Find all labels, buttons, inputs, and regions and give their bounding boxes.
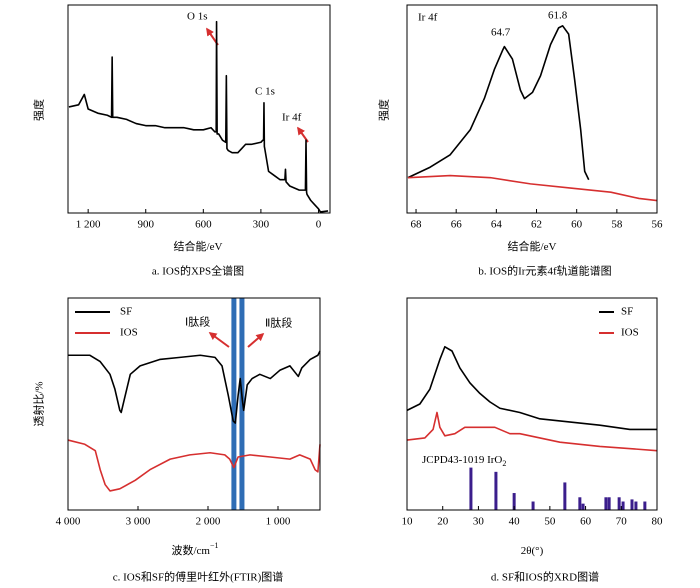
reference-bar: [494, 471, 498, 510]
caption: c. IOS和SF的傅里叶红外(FTIR)图谱: [113, 570, 284, 584]
reference-bar: [607, 497, 611, 510]
axes-frame: [406, 297, 658, 511]
x-tick-label: 50: [544, 516, 556, 528]
reference-bar: [469, 467, 473, 510]
axes-frame: [67, 297, 321, 511]
x-tick-label: 2 000: [196, 516, 221, 528]
reference-label-text: JCPD43-1019 IrO: [422, 454, 502, 466]
x-tick-label: 1 000: [266, 516, 291, 528]
y-axis-label: 强度: [32, 99, 46, 121]
reference-bar: [531, 501, 535, 510]
x-tick-label: 0: [316, 219, 322, 231]
annotation: C 1s: [255, 86, 275, 98]
x-tick-label: 10: [402, 516, 414, 528]
x-axis-label: 2θ(°): [521, 545, 544, 557]
series-line: [68, 350, 321, 424]
axes-frame: [67, 4, 331, 214]
annotation: Ⅱ肽段: [265, 316, 292, 330]
caption: d. SF和IOS的XRD图谱: [491, 570, 599, 584]
reference-bar: [621, 501, 625, 510]
reference-bar: [604, 497, 608, 510]
x-tick-label: 64: [491, 219, 503, 231]
annotation: O 1s: [187, 11, 207, 23]
x-tick-label: 20: [437, 516, 449, 528]
x-tick-label: 60: [580, 516, 592, 528]
legend-label: IOS: [621, 327, 639, 339]
annotation: 64.7: [491, 27, 511, 39]
x-tick-label: 4 000: [56, 516, 81, 528]
reference-bar: [630, 499, 634, 510]
band: [231, 298, 237, 510]
x-axis-label-sup: −1: [210, 541, 219, 550]
series-line: [68, 20, 329, 213]
x-axis-label: 结合能/eV: [174, 239, 223, 253]
legend-label: SF: [120, 306, 132, 318]
reference-label-sub: 2: [502, 459, 506, 468]
x-tick-label: 68: [411, 219, 423, 231]
annotation: 61.8: [548, 10, 568, 22]
reference-bar: [563, 482, 567, 510]
band: [239, 298, 245, 510]
x-tick-label: 60: [571, 219, 583, 231]
caption: b. IOS的Ir元素4f轨道能谱图: [478, 264, 611, 278]
annotation: Ⅰ肽段: [185, 315, 210, 329]
reference-label: JCPD43-1019 IrO2: [422, 454, 506, 469]
x-tick-label: 58: [611, 219, 623, 231]
x-axis-label-text: 2θ(°): [521, 545, 544, 557]
x-tick-label: 30: [473, 516, 485, 528]
legend-label: SF: [621, 306, 633, 318]
x-tick-label: 300: [253, 219, 270, 231]
series-line: [407, 174, 658, 202]
x-tick-label: 66: [451, 219, 463, 231]
x-axis-label-text: 波数/cm: [171, 544, 210, 557]
arrow: [208, 332, 230, 348]
y-axis-label: 透射比/%: [32, 381, 46, 426]
x-tick-label: 40: [509, 516, 521, 528]
x-tick-label: 56: [652, 219, 664, 231]
annotation: Ir 4f: [418, 12, 438, 24]
reference-bar: [643, 501, 647, 510]
x-tick-label: 62: [531, 219, 542, 231]
x-tick-label: 600: [195, 219, 212, 231]
x-tick-label: 70: [616, 516, 628, 528]
series-line: [406, 411, 658, 452]
y-axis-label: 强度: [377, 99, 391, 121]
legend-label: IOS: [120, 327, 138, 339]
x-tick-label: 900: [137, 219, 154, 231]
x-axis-label: 结合能/eV: [508, 239, 557, 253]
arrow: [247, 332, 265, 348]
series-line: [407, 25, 590, 181]
reference-bar: [617, 497, 621, 510]
reference-bar: [512, 493, 516, 510]
series-line: [67, 439, 321, 492]
caption: a. IOS的XPS全谱图: [152, 264, 244, 278]
x-axis-label-text: 结合能/eV: [508, 239, 557, 253]
x-tick-label: 3 000: [126, 516, 151, 528]
reference-bar: [578, 497, 582, 510]
x-tick-label: 80: [652, 516, 664, 528]
annotation: Ir 4f: [282, 112, 302, 124]
series-line: [406, 345, 657, 431]
x-axis-label-text: 结合能/eV: [174, 239, 223, 253]
axes-frame: [406, 4, 658, 214]
reference-bar: [634, 501, 638, 510]
reference-bar: [581, 503, 585, 510]
x-axis-label: 波数/cm−1: [171, 541, 218, 556]
x-tick-label: 1 200: [76, 219, 101, 231]
